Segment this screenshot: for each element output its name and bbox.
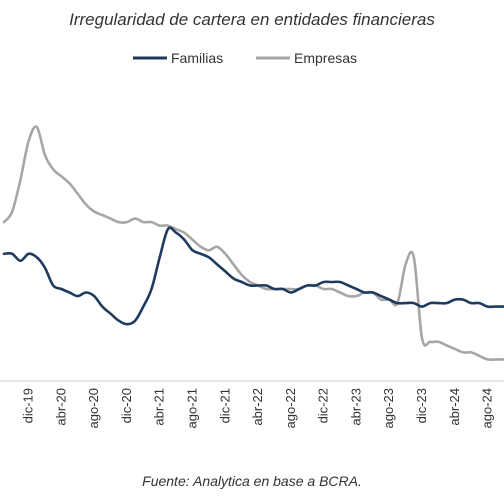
x-axis-ticks: dic-19 abr-20 ago-20 dic-20 abr-21 ago-21 dic-… xyxy=(21,388,495,428)
legend: Familias Empresas xyxy=(133,50,357,66)
x-tick-label: ago-21 xyxy=(185,388,200,428)
x-tick-label: ago-22 xyxy=(283,388,298,428)
x-tick-label: abr-22 xyxy=(250,388,265,426)
x-tick-label: abr-24 xyxy=(447,388,462,426)
x-tick-label: ago-20 xyxy=(86,388,101,428)
x-tick-label: abr-20 xyxy=(53,388,68,426)
legend-label-familias: Familias xyxy=(171,50,223,66)
x-tick-label: dic-20 xyxy=(119,388,134,423)
x-tick-label: dic-19 xyxy=(21,388,36,423)
series-line-familias xyxy=(2,226,504,326)
x-tick-label: ago-24 xyxy=(480,388,495,428)
x-tick-label: dic-21 xyxy=(217,388,232,423)
x-tick-label: abr-21 xyxy=(152,388,167,426)
legend-label-empresas: Empresas xyxy=(294,50,357,66)
series-layer xyxy=(2,125,504,361)
x-tick-label: ago-23 xyxy=(381,388,396,428)
x-tick-label: abr-23 xyxy=(349,388,364,426)
x-tick-label: dic-23 xyxy=(414,388,429,423)
source-note: Fuente: Analytica en base a BCRA. xyxy=(142,473,362,489)
x-tick-label: dic-22 xyxy=(316,388,331,423)
series-line-empresas xyxy=(2,125,504,361)
chart-title: Irregularidad de cartera en entidades fi… xyxy=(69,10,435,29)
